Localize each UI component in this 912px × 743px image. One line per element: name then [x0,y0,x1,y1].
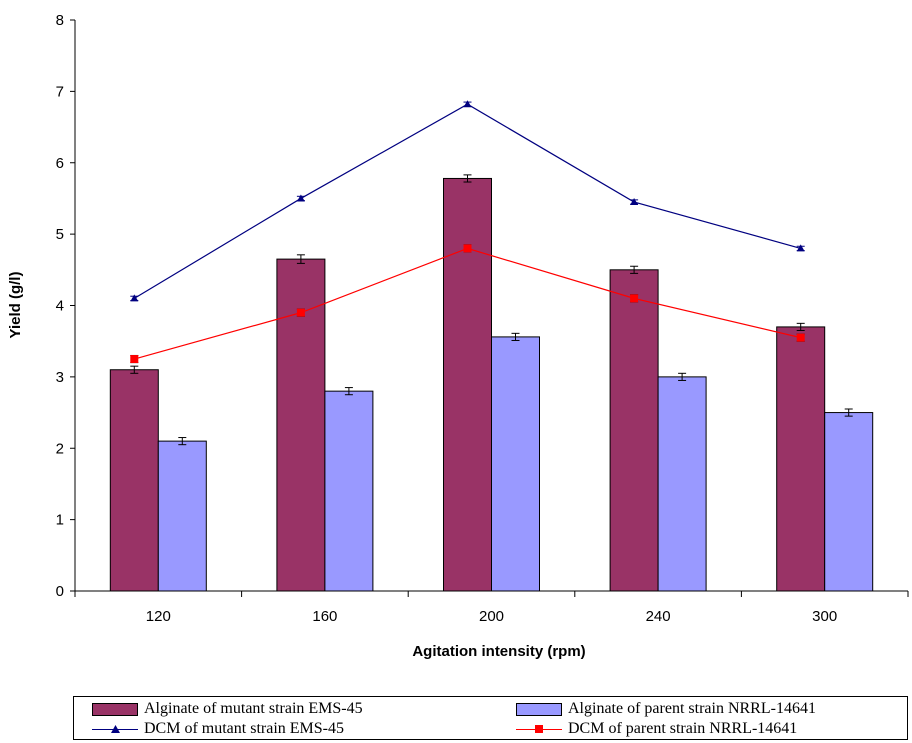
legend-item-mutant-alginate: Alginate of mutant strain EMS-45 [92,699,363,719]
line-mutant-dcm-point [630,198,639,206]
y-tick-label: 8 [56,12,64,29]
y-tick-label: 6 [56,155,64,172]
x-tick-label: 160 [312,608,337,625]
x-tick-label: 120 [146,608,171,625]
legend-swatch-mutant-alginate [92,702,138,716]
x-axis-title: Agitation intensity (rpm) [412,643,585,660]
legend-item-mutant-dcm: DCM of mutant strain EMS-45 [92,719,344,739]
bar-mutant-alginate [109,369,159,592]
y-tick-label: 0 [56,583,64,600]
bar-parent-alginate [657,376,707,592]
line-mutant-dcm-point [296,194,305,202]
legend-label-parent-alginate: Alginate of parent strain NRRL-14641 [568,700,816,717]
legend: Alginate of mutant strain EMS-45 Alginat… [73,696,908,740]
legend-swatch-parent-alginate [516,702,562,716]
bar-parent-alginate [157,440,207,592]
legend-swatch-parent-dcm [516,723,562,736]
legend-label-parent-dcm: DCM of parent strain NRRL-14641 [568,720,798,737]
bar-parent-alginate [824,412,874,592]
line-parent-dcm-point [796,333,805,342]
legend-label-mutant-alginate: Alginate of mutant strain EMS-45 [144,700,363,717]
bar-parent-alginate [491,336,540,592]
legend-label-mutant-dcm: DCM of mutant strain EMS-45 [144,720,344,737]
y-tick-label: 5 [56,226,64,243]
x-tick-label: 200 [479,608,504,625]
y-tick-label: 3 [56,369,64,386]
legend-item-parent-alginate: Alginate of parent strain NRRL-14641 [516,699,816,719]
y-axis-title: Yield (g/l) [7,272,24,339]
y-tick-label: 2 [56,440,64,457]
plot-area: 0 1 2 3 4 5 6 7 8 120 160 200 240 300 [56,12,909,625]
legend-item-parent-dcm: DCM of parent strain NRRL-14641 [516,719,797,739]
bar-parent-alginate [324,390,374,592]
line-mutant-dcm-point [796,244,805,252]
bar-mutant-alginate [609,269,659,592]
x-tick-label: 240 [646,608,671,625]
line-mutant-dcm-point [463,100,472,108]
line-parent-dcm-point [630,294,639,303]
y-tick-label: 7 [56,83,64,100]
line-parent-dcm-point [130,355,139,364]
line-parent-dcm-point [296,308,305,317]
y-tick-label: 1 [56,512,64,529]
bar-mutant-alginate [443,177,492,592]
line-parent-dcm-point [463,244,472,253]
line-mutant-dcm-point [130,294,139,302]
chart: 0 1 2 3 4 5 6 7 8 120 160 200 240 300 Yield (g/l) Agi… [7,12,909,660]
legend-swatch-mutant-dcm [92,723,138,736]
x-tick-label: 300 [812,608,837,625]
bar-mutant-alginate [776,326,826,592]
y-tick-label: 4 [56,298,64,315]
